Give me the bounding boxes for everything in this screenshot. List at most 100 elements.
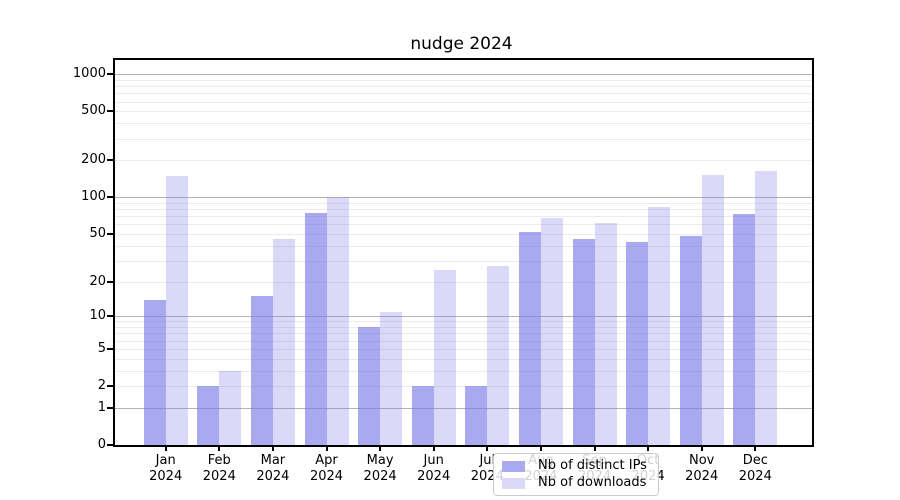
bar-apr-distinct-ips	[304, 212, 327, 445]
x-tick-mark-feb	[218, 445, 221, 451]
x-tick-label-apr: Apr 2024	[295, 453, 359, 485]
gridline-9	[115, 321, 812, 323]
legend-label-distinct-ips: Nb of distinct IPs	[538, 458, 647, 473]
x-tick-label-line: 2024	[685, 469, 719, 484]
gridline-800	[115, 86, 812, 87]
x-tick-label-line: 2024	[309, 469, 344, 484]
bar-may-downloads	[380, 311, 403, 445]
y-tick-label-500: 500	[81, 103, 106, 119]
gridline-6	[115, 340, 812, 342]
gridline-50	[115, 233, 812, 235]
gridline-600	[115, 101, 812, 103]
x-tick-mark-oct	[647, 445, 650, 451]
gridline-1	[115, 407, 812, 409]
x-tick-mark-may	[379, 445, 382, 451]
gridline-10	[115, 316, 812, 318]
gridline-500	[115, 111, 812, 113]
bar-sep-distinct-ips	[572, 239, 595, 445]
x-tick-label-jun: Jun 2024	[402, 453, 466, 485]
legend-swatch-distinct-ips	[502, 460, 525, 472]
bar-apr-downloads	[326, 197, 349, 445]
gridline-5	[115, 348, 812, 350]
y-tick-mark-2	[107, 385, 113, 387]
x-tick-label-line: 2024	[738, 469, 772, 484]
x-tick-label-line: 2024	[363, 469, 397, 484]
y-tick-mark-200	[107, 159, 113, 162]
bar-jul-downloads	[487, 266, 510, 445]
y-tick-mark-0	[107, 444, 113, 446]
x-tick-mark-dec	[754, 445, 757, 451]
x-tick-label-nov: Nov 2024	[670, 453, 734, 485]
x-tick-mark-jun	[432, 445, 435, 451]
x-tick-mark-sep	[593, 445, 596, 451]
x-tick-label-line: Nov	[689, 453, 715, 468]
y-tick-label-1000: 1000	[72, 66, 106, 82]
gridline-200	[115, 160, 812, 162]
x-tick-mark-jul	[486, 445, 489, 451]
gridline-300	[115, 138, 812, 140]
x-tick-label-line: Mar	[260, 453, 286, 468]
legend-label-downloads: Nb of downloads	[538, 475, 647, 490]
gridline-20	[115, 281, 812, 283]
gridline-7	[115, 333, 812, 335]
gridline-80	[115, 209, 812, 211]
legend-swatch-downloads	[502, 477, 525, 489]
bar-may-distinct-ips	[358, 327, 381, 445]
x-tick-mark-jan	[164, 445, 167, 451]
gridline-3	[115, 370, 812, 372]
gridline-100	[115, 197, 812, 199]
x-tick-label-line: Dec	[742, 453, 768, 468]
y-tick-mark-50	[107, 232, 113, 235]
bar-mar-downloads	[272, 239, 295, 445]
gridline-30	[115, 260, 812, 262]
bar-jul-distinct-ips	[465, 386, 488, 445]
gridline-90	[115, 202, 812, 204]
x-tick-mark-aug	[539, 445, 542, 451]
y-tick-mark-1000	[107, 73, 113, 76]
plot-area: Nb of distinct IPs Nb of downloads	[113, 58, 814, 496]
bar-jun-downloads	[433, 270, 456, 445]
x-tick-label-dec: Dec 2024	[723, 453, 787, 485]
bar-jan-downloads	[165, 175, 188, 445]
bar-dec-downloads	[755, 170, 778, 445]
y-tick-label-100: 100	[81, 189, 106, 205]
y-tick-label-5: 5	[97, 340, 106, 356]
bar-oct-downloads	[648, 206, 671, 445]
bar-nov-distinct-ips	[679, 236, 702, 445]
y-tick-label-2: 2	[97, 378, 106, 393]
x-tick-label-line: Jul	[479, 453, 496, 468]
y-tick-label-20: 20	[89, 273, 106, 289]
y-tick-label-10: 10	[89, 308, 106, 324]
x-tick-mark-apr	[325, 445, 328, 451]
bar-feb-distinct-ips	[197, 386, 220, 445]
bar-oct-distinct-ips	[626, 241, 649, 445]
bar-sep-downloads	[594, 222, 617, 445]
bar-dec-distinct-ips	[733, 213, 756, 445]
bar-feb-downloads	[219, 370, 242, 445]
y-tick-label-1: 1	[97, 399, 106, 415]
y-tick-label-0: 0	[97, 437, 106, 452]
x-tick-mark-nov	[700, 445, 703, 451]
x-tick-label-line: May	[366, 453, 394, 468]
gridline-70	[115, 216, 812, 218]
x-tick-label-line: 2024	[256, 469, 290, 484]
gridline-1000	[115, 74, 812, 76]
x-tick-label-line: 2024	[149, 469, 183, 484]
x-tick-label-mar: Mar 2024	[241, 453, 305, 485]
x-tick-label-jan: Jan 2024	[134, 453, 198, 485]
gridline-900	[115, 79, 812, 81]
x-tick-label-line: 2024	[202, 469, 236, 484]
legend-row-distinct-ips: Nb of distinct IPs	[502, 458, 650, 474]
legend: Nb of distinct IPs Nb of downloads	[493, 453, 659, 496]
y-tick-label-200: 200	[81, 152, 106, 168]
gridline-60	[115, 224, 812, 226]
gridline-40	[115, 245, 812, 247]
gridline-700	[115, 93, 812, 95]
chart-title: nudge 2024	[410, 34, 513, 54]
y-tick-mark-10	[107, 315, 113, 318]
legend-row-downloads: Nb of downloads	[502, 475, 650, 491]
y-tick-mark-1	[107, 406, 113, 409]
bar-jan-distinct-ips	[143, 299, 166, 445]
x-tick-label-line: Jan	[155, 453, 176, 468]
